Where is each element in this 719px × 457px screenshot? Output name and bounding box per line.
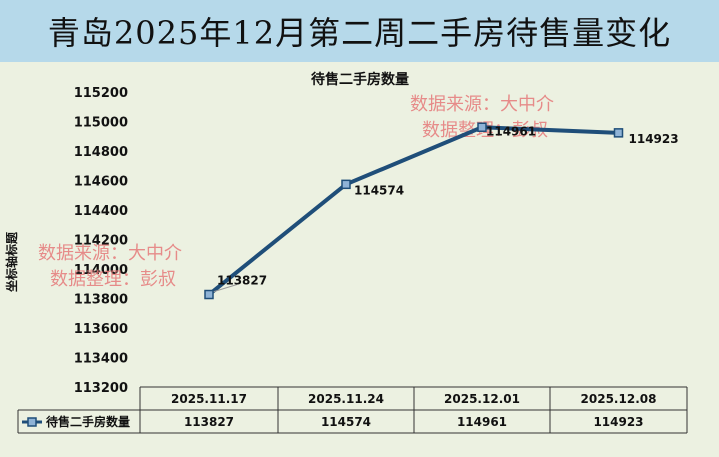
- watermark-line2: 数据整理：彭叔: [50, 269, 176, 290]
- watermark-lower: 数据来源：大中介 数据整理：彭叔: [38, 243, 182, 290]
- watermark-line1: 数据来源：大中介: [38, 243, 182, 264]
- data-point: [477, 122, 487, 133]
- y-tick-label: 114200: [74, 234, 128, 249]
- y-tick-label: 113200: [74, 381, 128, 396]
- banner: 青岛2025年12月第二周二手房待售量变化: [0, 0, 719, 62]
- data-point: [341, 179, 351, 190]
- x-category-label: 2025.12.01: [444, 392, 520, 406]
- x-category-label: 2025.11.24: [308, 392, 384, 406]
- data-label: 114574: [354, 183, 404, 197]
- series-line: [207, 125, 619, 297]
- table-value-cell: 113827: [184, 415, 234, 429]
- data-table: 2025.11.17 2025.11.24 2025.12.01 2025.12.08…: [17, 386, 688, 434]
- line-chart: 待售二手房数量 坐标轴标题 11320011340011360011380011…: [4, 71, 688, 434]
- y-tick-label: 114400: [74, 204, 128, 219]
- y-tick-label: 113800: [74, 293, 128, 308]
- table-value-cell: 114923: [593, 415, 643, 429]
- data-label-leader: [210, 284, 238, 293]
- y-tick-label: 115000: [74, 116, 128, 131]
- chart-area: 待售二手房数量 坐标轴标题 113200 113400 113600 113800 11…: [0, 62, 719, 457]
- data-point: [613, 128, 624, 138]
- table-value-cell: 114961: [457, 415, 507, 429]
- y-tick-label: 114800: [74, 145, 128, 160]
- series-layer: 113827 114574 114961 114923: [204, 122, 679, 300]
- y-tick-label: 114600: [74, 175, 128, 190]
- y-axis-ticks: 113200 113400 113600 113800 114000 114200 1144…: [74, 86, 128, 396]
- legend-marker: [27, 417, 37, 427]
- data-label: 114961: [486, 124, 536, 138]
- y-tick-label: 115200: [74, 86, 128, 101]
- data-label: 113827: [217, 274, 267, 288]
- table-value-cell: 114574: [321, 415, 371, 429]
- y-axis-title: 坐标轴标题: [4, 231, 19, 292]
- y-tick-label: 113600: [74, 322, 128, 337]
- y-tick-label: 113400: [74, 352, 128, 367]
- chart-title: 待售二手房数量: [311, 71, 409, 88]
- x-category-label: 2025.11.17: [171, 392, 247, 406]
- x-category-label: 2025.12.08: [581, 392, 657, 406]
- watermark-line1: 数据来源：大中介: [410, 94, 554, 115]
- legend-series-name: 待售二手房数量: [46, 414, 130, 429]
- banner-title: 青岛2025年12月第二周二手房待售量变化: [47, 14, 672, 52]
- data-label: 114923: [629, 132, 679, 146]
- y-tick-label: 114000: [74, 263, 128, 278]
- data-point: [204, 289, 214, 300]
